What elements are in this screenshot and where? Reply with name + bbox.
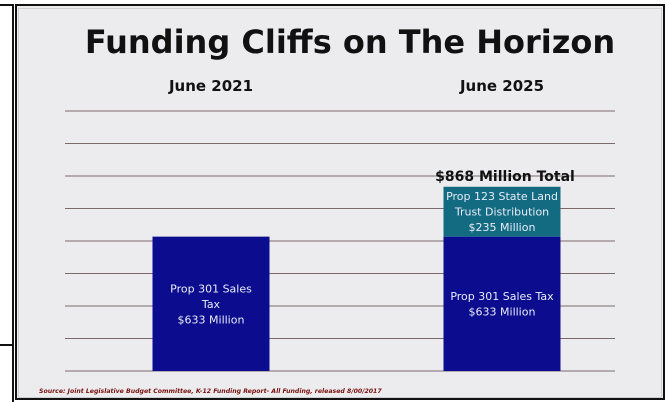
left-frame-bottom xyxy=(0,344,14,402)
bar-segment xyxy=(443,186,561,237)
total-annotation: $868 Million Total xyxy=(435,169,575,185)
bar-segment xyxy=(443,236,561,371)
category-label: June 2025 xyxy=(459,77,544,95)
category-labels: June 2021 June 2025 xyxy=(168,77,544,95)
left-frame-top xyxy=(0,4,14,344)
source-note: Source: Joint Legislative Budget Committ… xyxy=(39,387,382,395)
bar-labels: Prop 301 Sales Tax $633 Million Prop 301 Sa… xyxy=(170,190,558,326)
chart-title: Funding Cliffs on The Horizon xyxy=(85,23,615,61)
bar-data-label: Prop 123 State Land Trust Distribution $23… xyxy=(446,190,558,234)
category-label: June 2021 xyxy=(168,77,253,95)
bar-segment xyxy=(152,236,270,371)
bar-data-label: Prop 301 Sales Tax $633 Million xyxy=(450,290,554,319)
annotations: $868 Million Total xyxy=(435,169,575,185)
bars xyxy=(152,186,561,371)
bar-data-label: Prop 301 Sales Tax $633 Million xyxy=(170,282,252,326)
